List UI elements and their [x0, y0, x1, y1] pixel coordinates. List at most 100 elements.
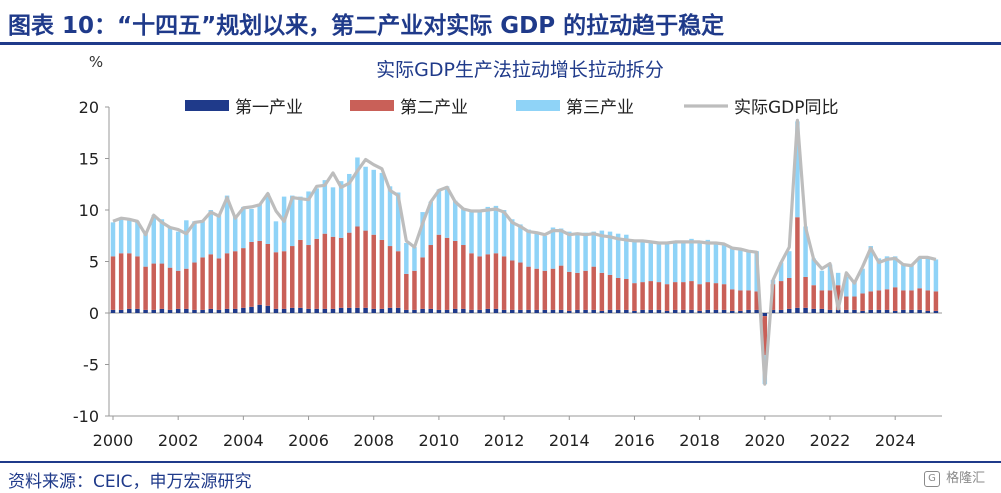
bar-secondary-industry — [746, 290, 751, 310]
bar-secondary-industry — [420, 257, 425, 309]
bar-secondary-industry — [477, 256, 482, 310]
bar-tertiary-industry — [933, 259, 939, 292]
bar-tertiary-industry — [444, 186, 450, 238]
y-tick-label: -5 — [83, 356, 99, 375]
bar-primary-industry — [192, 309, 197, 313]
bar-secondary-industry — [412, 270, 417, 310]
bar-tertiary-industry — [110, 222, 116, 257]
bar-tertiary-industry — [216, 214, 222, 259]
bar-secondary-industry — [795, 217, 800, 308]
bar-primary-industry — [175, 308, 181, 313]
bar-primary-industry — [542, 309, 548, 313]
bar-primary-industry — [314, 308, 319, 313]
bar-secondary-industry — [436, 234, 442, 310]
bar-secondary-industry — [232, 251, 238, 309]
bar-secondary-industry — [884, 289, 890, 310]
bar-secondary-industry — [534, 268, 539, 310]
bar-secondary-industry — [428, 245, 434, 309]
bar-tertiary-industry — [485, 206, 491, 255]
bar-secondary-industry — [257, 240, 262, 305]
bar-secondary-industry — [615, 277, 621, 310]
bar-primary-industry — [444, 309, 450, 313]
x-tick-label: 2006 — [288, 431, 329, 450]
bar-primary-industry — [501, 309, 507, 313]
bar-primary-industry — [803, 307, 808, 313]
bar-primary-industry — [876, 309, 882, 313]
bar-primary-industry — [534, 309, 539, 313]
legend-swatch — [516, 100, 560, 111]
bar-tertiary-industry — [844, 276, 849, 297]
bar-tertiary-industry — [347, 173, 352, 233]
bar-secondary-industry — [347, 232, 352, 308]
x-tick-label: 2008 — [353, 431, 394, 450]
bar-primary-industry — [420, 308, 425, 313]
bar-primary-industry — [624, 309, 629, 313]
bar-primary-industry — [395, 307, 401, 313]
bar-tertiary-industry — [599, 230, 605, 273]
bar-secondary-industry — [909, 290, 914, 310]
bar-tertiary-industry — [493, 205, 499, 254]
bar-primary-industry — [461, 308, 466, 313]
bar-secondary-industry — [355, 226, 360, 308]
bar-tertiary-industry — [803, 226, 808, 277]
bar-secondary-industry — [803, 276, 808, 308]
x-tick-label: 2016 — [614, 431, 655, 450]
bar-primary-industry — [721, 309, 727, 313]
source-note: 资料来源：CEIC，申万宏源研究 — [8, 472, 252, 492]
x-tick-label: 2004 — [223, 431, 264, 450]
bar-tertiary-industry — [469, 211, 474, 254]
bar-secondary-industry — [265, 243, 271, 306]
bar-tertiary-industry — [852, 280, 857, 297]
bar-tertiary-industry — [135, 221, 140, 257]
bar-secondary-industry — [632, 283, 637, 311]
bar-primary-industry — [697, 310, 702, 313]
bar-primary-industry — [827, 309, 833, 313]
bar-secondary-industry — [558, 265, 564, 310]
bar-tertiary-industry — [681, 240, 686, 283]
bar-primary-industry — [762, 313, 768, 317]
bar-secondary-industry — [184, 268, 189, 309]
bar-primary-industry — [216, 309, 222, 313]
bar-secondary-industry — [917, 288, 922, 310]
bar-primary-industry — [224, 308, 230, 313]
bar-primary-industry — [118, 309, 124, 313]
bar-tertiary-industry — [672, 240, 678, 283]
bar-primary-industry — [338, 307, 344, 313]
y-tick-label: 15 — [79, 150, 99, 169]
bar-tertiary-industry — [404, 242, 409, 274]
x-tick-label: 2010 — [419, 431, 460, 450]
bar-tertiary-industry — [689, 238, 694, 282]
bar-secondary-industry — [729, 289, 735, 311]
bar-tertiary-industry — [729, 248, 735, 290]
bar-tertiary-industry — [175, 231, 181, 271]
bar-secondary-industry — [395, 251, 401, 308]
bar-primary-industry — [778, 309, 784, 313]
x-tick-label: 2020 — [744, 431, 785, 450]
bar-primary-industry — [379, 308, 385, 313]
bar-primary-industry — [273, 308, 279, 313]
y-tick-label: 0 — [89, 304, 99, 323]
bar-secondary-industry — [485, 254, 491, 309]
bar-tertiary-industry — [379, 172, 385, 240]
bar-secondary-industry — [159, 263, 165, 309]
bar-primary-industry — [208, 308, 214, 313]
bar-primary-industry — [917, 309, 922, 313]
bar-primary-industry — [901, 309, 906, 313]
bar-tertiary-industry — [909, 264, 914, 291]
bar-primary-industry — [493, 308, 499, 313]
bar-primary-industry — [640, 309, 645, 313]
bar-secondary-industry — [192, 262, 197, 310]
bar-primary-industry — [151, 309, 156, 313]
bar-tertiary-industry — [664, 241, 670, 285]
bar-secondary-industry — [330, 236, 336, 309]
bar-secondary-industry — [241, 248, 246, 308]
bar-secondary-industry — [599, 272, 605, 311]
bar-tertiary-industry — [395, 192, 401, 252]
bar-primary-industry — [200, 309, 205, 313]
legend-label: 第三产业 — [566, 98, 634, 118]
bar-primary-industry — [232, 308, 238, 313]
bar-secondary-industry — [273, 252, 279, 309]
bar-primary-industry — [599, 310, 605, 313]
bar-tertiary-industry — [257, 203, 262, 241]
bar-tertiary-industry — [917, 257, 922, 289]
